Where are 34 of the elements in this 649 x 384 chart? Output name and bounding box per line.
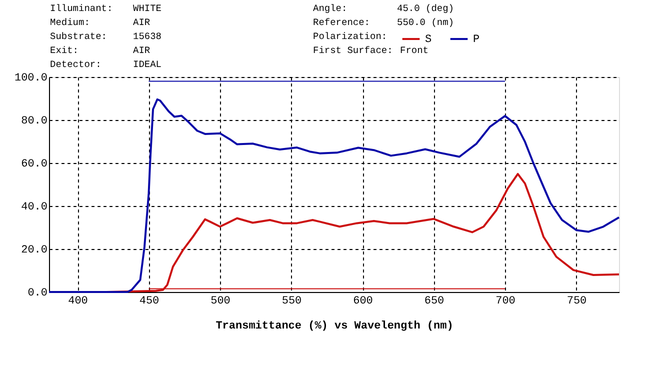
text: Medium:: [50, 17, 90, 28]
x-axis-title: Transmittance (%) vs Wavelength (nm): [216, 320, 454, 332]
text: Angle:: [313, 3, 348, 14]
text: Detector:: [50, 59, 102, 70]
text: Reference:: [313, 17, 370, 28]
text: Substrate:: [50, 31, 108, 42]
text: WHITE: [133, 3, 162, 14]
x-tick-label: 750: [566, 296, 587, 308]
x-tick-label: 600: [353, 296, 373, 308]
text: Illuminant:: [50, 3, 113, 14]
y-tick-label: 80.0: [21, 116, 48, 128]
text: AIR: [133, 45, 150, 56]
text: 15638: [133, 31, 162, 42]
y-tick-label: 60.0: [21, 158, 48, 170]
x-tick-label: 550: [282, 296, 302, 308]
text: Front: [400, 45, 429, 56]
text: 550.0 (nm): [397, 17, 454, 28]
text: Exit:: [50, 45, 79, 56]
text: Polarization:: [313, 31, 388, 42]
x-tick-label: 650: [424, 296, 444, 308]
x-tick-label: 500: [210, 296, 230, 308]
legend-label: P: [473, 34, 480, 46]
y-tick-label: 0.0: [28, 288, 48, 300]
x-tick-label: 700: [496, 296, 516, 308]
x-tick-label: 400: [68, 296, 88, 308]
x-tick-label: 450: [139, 296, 160, 308]
legend-label: S: [425, 34, 432, 46]
text: 45.0 (deg): [397, 3, 454, 14]
text: IDEAL: [133, 59, 162, 70]
text: First Surface:: [313, 45, 393, 56]
text: AIR: [133, 17, 150, 28]
y-tick-label: 40.0: [21, 202, 48, 214]
y-tick-label: 100.0: [14, 72, 48, 84]
y-tick-label: 20.0: [21, 244, 48, 256]
